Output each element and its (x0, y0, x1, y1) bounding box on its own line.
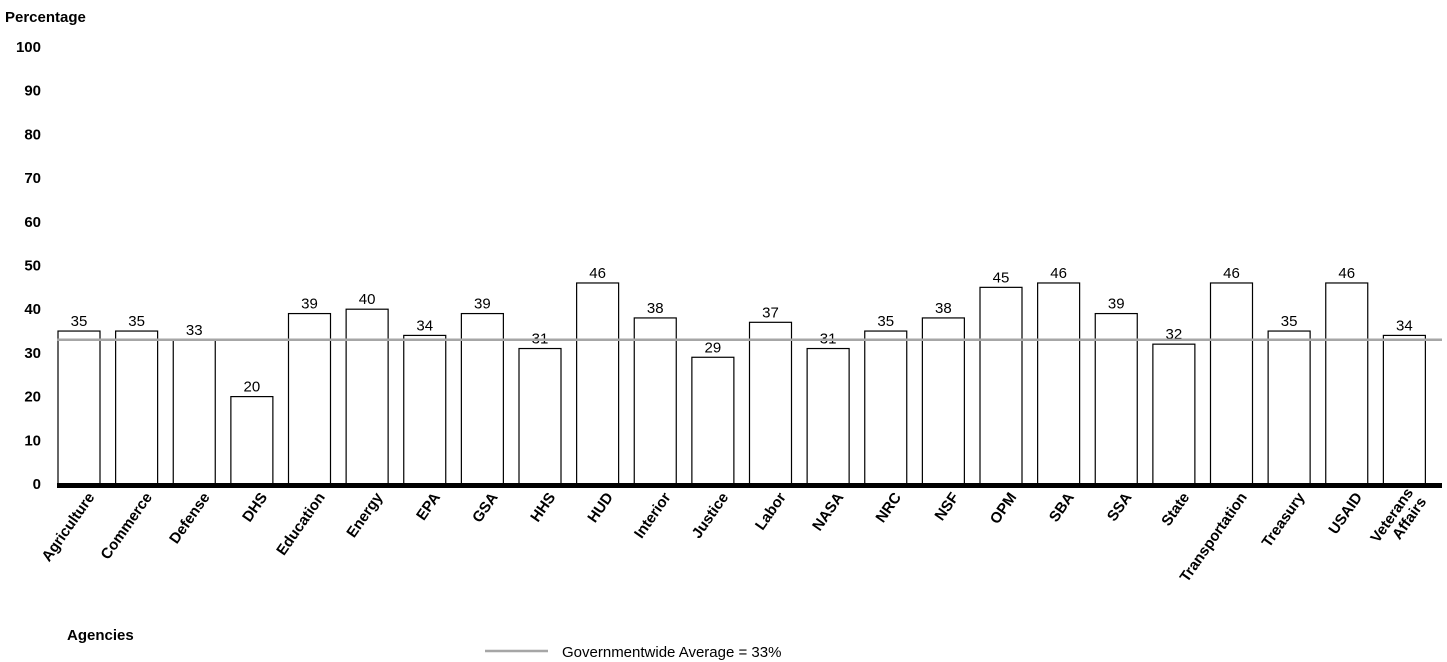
x-axis-baseline (57, 483, 1442, 488)
data-label: 35 (1281, 313, 1298, 330)
bar (1037, 282, 1081, 485)
bar (748, 321, 793, 485)
y-tick-label: 30 (24, 345, 41, 362)
y-tick-label: 40 (24, 301, 41, 318)
x-tick-label: NASA (809, 489, 847, 534)
y-tick-label: 80 (24, 126, 41, 143)
bar (403, 334, 447, 485)
y-tick-label: 90 (24, 83, 41, 100)
bar (57, 330, 101, 485)
data-label: 40 (359, 291, 376, 308)
x-tick-labels: Agriculture Commerce Defense DHS Education En… (38, 485, 1430, 585)
x-tick-label: SSA (1104, 489, 1136, 524)
bars (57, 282, 1426, 485)
x-tick-label: Treasury (1259, 489, 1309, 551)
x-tick-label: Education (273, 490, 329, 559)
x-tick-label: Defense (166, 490, 213, 548)
x-tick-label: Interior (631, 489, 675, 541)
y-tick-label: 10 (24, 432, 41, 449)
bar (172, 339, 216, 485)
data-label: 34 (416, 317, 433, 334)
data-label: 34 (1396, 317, 1413, 334)
x-tick-label: Labor (752, 489, 790, 533)
x-tick-label: DHS (239, 490, 271, 526)
bar (864, 330, 908, 485)
bar (1325, 282, 1369, 485)
x-tick-label: State (1158, 490, 1193, 530)
x-tick-label: GSA (469, 489, 502, 526)
y-tick-label: 20 (24, 389, 41, 406)
bar (115, 330, 159, 485)
y-tick-label: 70 (24, 170, 41, 187)
y-tick-label: 100 (16, 39, 41, 56)
data-label: 46 (1223, 265, 1240, 282)
y-tick-labels: 0 10 20 30 40 50 60 70 80 90 100 (16, 39, 41, 493)
bar (1267, 330, 1311, 485)
x-axis-title: Agencies (67, 627, 134, 644)
data-label: 37 (762, 304, 779, 321)
bar (287, 312, 332, 485)
x-tick-label: SBA (1046, 489, 1078, 525)
bar (1152, 343, 1196, 485)
data-label: 45 (993, 269, 1010, 286)
y-tick-label: 60 (24, 214, 41, 231)
bar (806, 347, 850, 485)
bar (1209, 282, 1254, 485)
bar (345, 308, 389, 485)
y-tick-label: 50 (24, 258, 41, 275)
bar (1094, 312, 1138, 485)
data-label: 39 (474, 296, 491, 313)
x-tick-label: Agriculture (38, 490, 98, 565)
bar (576, 282, 620, 485)
data-label: 38 (647, 300, 664, 317)
legend-label: Governmentwide Average = 33% (562, 644, 781, 661)
x-tick-label: USAID (1325, 489, 1366, 537)
x-tick-label: OPM (987, 490, 1021, 528)
data-label: 46 (1050, 265, 1067, 282)
x-tick-label: HHS (527, 490, 559, 526)
data-label: 46 (1338, 265, 1355, 282)
data-label: 20 (244, 379, 261, 396)
data-label: 33 (186, 322, 203, 339)
x-tick-label: Energy (343, 489, 386, 541)
bar (518, 347, 562, 485)
data-label: 46 (589, 265, 606, 282)
x-tick-label: NRC (872, 489, 905, 526)
bar (460, 312, 504, 485)
bar (230, 396, 274, 485)
data-label: 35 (128, 313, 145, 330)
data-label: 29 (705, 339, 722, 356)
y-tick-label: 0 (33, 476, 41, 493)
data-label: 39 (1108, 296, 1125, 313)
y-axis-title: Percentage (5, 9, 86, 26)
data-label: 35 (71, 313, 88, 330)
bar (1382, 334, 1426, 485)
x-tick-label: VeteransAffairs (1367, 485, 1430, 555)
bar (633, 317, 677, 485)
x-tick-label: Commerce (97, 490, 155, 563)
bar (691, 356, 735, 485)
x-tick-label: NSF (932, 490, 963, 524)
x-tick-label: HUD (584, 489, 617, 526)
x-tick-label: Justice (689, 490, 733, 542)
data-label: 39 (301, 296, 318, 313)
bar (921, 317, 965, 485)
x-tick-label: EPA (413, 489, 444, 523)
bar (979, 286, 1023, 485)
data-label: 35 (877, 313, 894, 330)
data-label: 38 (935, 300, 952, 317)
